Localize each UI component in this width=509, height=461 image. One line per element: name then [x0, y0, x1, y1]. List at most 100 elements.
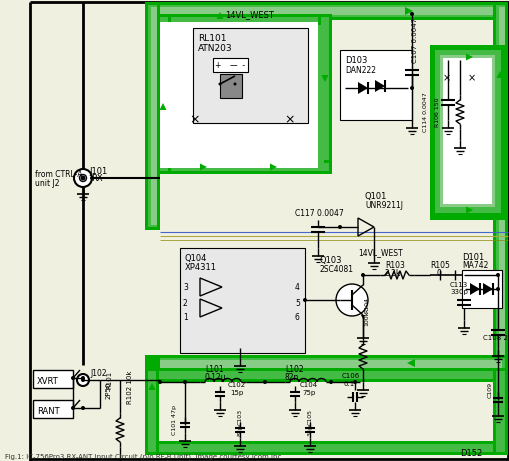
Bar [145, 2, 507, 20]
Text: J102: J102 [90, 368, 106, 378]
Bar [151, 7, 501, 15]
Text: ×: × [467, 73, 475, 83]
Bar [492, 368, 507, 455]
Circle shape [495, 273, 499, 277]
Bar [434, 50, 500, 213]
Text: C113: C113 [449, 282, 467, 288]
Polygon shape [200, 164, 207, 171]
Bar [213, 58, 247, 72]
Text: Q104: Q104 [185, 254, 207, 262]
Text: 6: 6 [294, 313, 299, 323]
Text: 0.12μ: 0.12μ [205, 373, 226, 383]
Circle shape [79, 175, 87, 182]
Bar [145, 355, 507, 373]
Text: C117 0.0047: C117 0.0047 [294, 208, 343, 218]
Bar [314, 25, 323, 165]
Bar [160, 22, 318, 168]
Circle shape [263, 380, 267, 384]
Circle shape [71, 376, 75, 380]
Text: Q101: Q101 [364, 191, 387, 201]
Polygon shape [496, 71, 502, 78]
Bar [145, 441, 507, 455]
Text: D103: D103 [344, 55, 366, 65]
Text: C109: C109 [487, 382, 492, 398]
Bar [145, 2, 160, 230]
Text: XP4311: XP4311 [185, 264, 216, 272]
Text: ×: × [189, 113, 199, 126]
Circle shape [495, 287, 499, 291]
Bar [157, 14, 171, 174]
Text: R104: R104 [364, 297, 369, 313]
Bar [498, 7, 504, 365]
Bar [320, 17, 328, 171]
Bar [145, 368, 159, 455]
Bar [148, 358, 504, 370]
Bar [180, 248, 304, 353]
Text: —  -: — - [230, 60, 245, 70]
Bar [160, 163, 328, 171]
Bar [171, 25, 181, 165]
Bar [151, 7, 157, 225]
Circle shape [409, 86, 413, 90]
Bar [33, 370, 73, 388]
Text: L101: L101 [205, 366, 223, 374]
Circle shape [328, 380, 332, 384]
Bar [145, 368, 507, 382]
Bar [181, 35, 313, 43]
Bar [192, 28, 307, 123]
Text: 82p: 82p [237, 424, 242, 436]
Text: ×: × [442, 73, 450, 83]
Bar [340, 50, 411, 120]
Bar [439, 55, 494, 207]
Circle shape [81, 406, 85, 410]
Text: C101 47p: C101 47p [172, 405, 177, 435]
Polygon shape [465, 53, 472, 60]
Bar [148, 5, 504, 17]
Bar [148, 444, 504, 452]
Text: MA742: MA742 [461, 261, 488, 271]
Polygon shape [159, 103, 166, 110]
Text: Fig.1: IC-756Pro3 RX-ANT Input Circuit (p/o RF-B Unit). Image courtesy Icom Inc.: Fig.1: IC-756Pro3 RX-ANT Input Circuit (… [5, 454, 283, 460]
Text: 2: 2 [183, 299, 187, 307]
Circle shape [218, 83, 221, 85]
Text: RL101: RL101 [197, 34, 226, 42]
Bar [429, 45, 507, 220]
Circle shape [80, 176, 86, 181]
Circle shape [81, 378, 85, 382]
Circle shape [337, 225, 342, 229]
Bar [148, 371, 156, 452]
Bar [157, 160, 331, 174]
Text: 0.1: 0.1 [344, 381, 355, 387]
Text: RANT: RANT [37, 407, 60, 415]
Circle shape [71, 406, 75, 410]
Bar [148, 371, 504, 379]
Text: C102: C102 [228, 382, 246, 388]
Text: 2.2k: 2.2k [384, 268, 401, 278]
Bar [160, 17, 323, 25]
Bar [492, 2, 507, 370]
Polygon shape [406, 359, 414, 367]
Text: C114 0.0047: C114 0.0047 [422, 92, 428, 132]
Text: D152: D152 [459, 449, 482, 457]
Bar [492, 2, 507, 20]
Text: RX: RX [91, 173, 102, 183]
Text: 14VL_WEST: 14VL_WEST [224, 11, 273, 19]
Text: C105: C105 [307, 409, 312, 425]
Bar [303, 35, 313, 157]
Polygon shape [374, 80, 384, 92]
Circle shape [90, 176, 94, 180]
Text: Q103: Q103 [319, 255, 342, 265]
Polygon shape [404, 7, 412, 15]
Text: 4: 4 [294, 283, 299, 291]
Bar [442, 58, 491, 204]
Circle shape [74, 169, 92, 187]
Text: UNR9211J: UNR9211J [364, 201, 402, 209]
Text: unit J2: unit J2 [35, 178, 60, 188]
Bar [171, 147, 323, 157]
Bar [181, 147, 313, 155]
Text: R102 10k: R102 10k [127, 370, 133, 404]
Circle shape [183, 380, 187, 384]
Circle shape [352, 380, 356, 384]
Polygon shape [482, 283, 492, 295]
Bar [145, 355, 160, 373]
